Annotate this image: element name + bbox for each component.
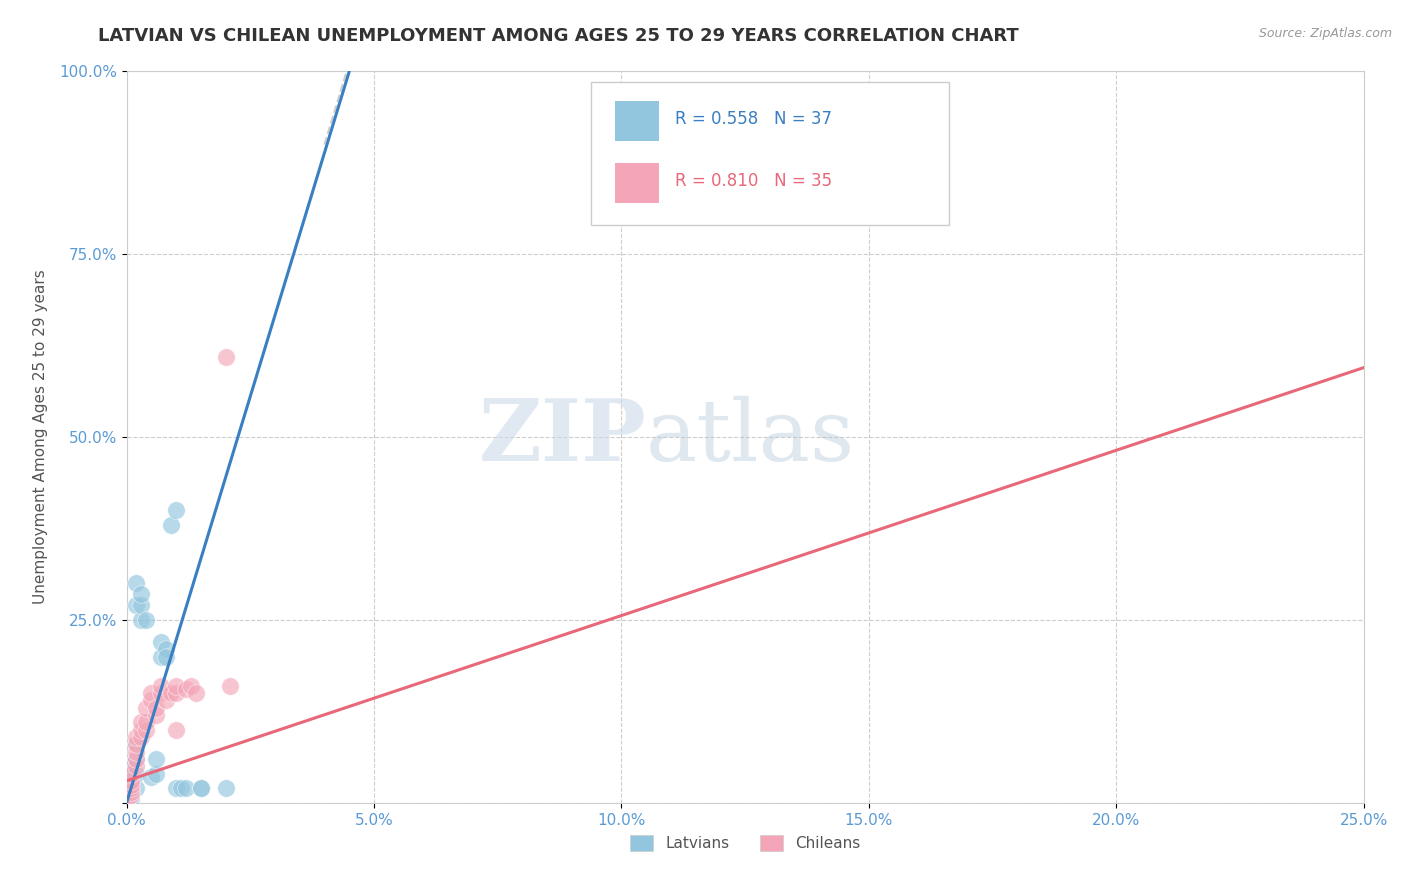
Point (150, 649, 173, 664)
Point (115, 789, 138, 803)
Point (155, 693, 177, 707)
Point (141, 686, 163, 700)
Point (121, 759, 143, 773)
Point (135, 700, 157, 714)
Point (121, 773, 143, 788)
Point (125, 737, 148, 751)
Point (135, 723, 157, 737)
Point (135, 613, 157, 627)
Point (145, 752, 167, 766)
Point (121, 789, 143, 803)
Point (150, 679, 173, 693)
Point (165, 781, 187, 796)
Point (115, 792, 138, 806)
Point (141, 770, 163, 784)
Text: R = 0.558   N = 37: R = 0.558 N = 37 (675, 110, 832, 128)
Text: LATVIAN VS CHILEAN UNEMPLOYMENT AMONG AGES 25 TO 29 YEARS CORRELATION CHART: LATVIAN VS CHILEAN UNEMPLOYMENT AMONG AG… (98, 27, 1019, 45)
Point (125, 576, 148, 591)
Text: R = 0.810   N = 35: R = 0.810 N = 35 (675, 172, 832, 190)
Point (165, 686, 187, 700)
Point (121, 778, 143, 792)
Point (165, 723, 187, 737)
Point (145, 700, 167, 714)
Point (121, 781, 143, 796)
Point (131, 613, 153, 627)
Y-axis label: Unemployment Among Ages 25 to 29 years: Unemployment Among Ages 25 to 29 years (32, 269, 48, 605)
Point (214, 781, 236, 796)
Point (214, 350, 236, 364)
Point (131, 730, 153, 744)
Point (131, 723, 153, 737)
Point (125, 737, 148, 751)
Point (155, 642, 177, 657)
Point (121, 778, 143, 792)
Point (135, 715, 157, 730)
Text: Source: ZipAtlas.com: Source: ZipAtlas.com (1258, 27, 1392, 40)
Point (174, 682, 197, 697)
Point (131, 715, 153, 730)
Point (125, 766, 148, 780)
Point (155, 649, 177, 664)
Point (121, 789, 143, 803)
Point (121, 766, 143, 780)
Point (141, 693, 163, 707)
Point (115, 789, 138, 804)
Point (125, 599, 148, 613)
Point (150, 686, 173, 700)
Point (125, 745, 148, 759)
Point (174, 781, 197, 796)
Point (184, 686, 207, 700)
Point (131, 599, 153, 613)
Point (125, 730, 148, 744)
Point (121, 785, 143, 799)
Text: atlas: atlas (647, 395, 855, 479)
Point (121, 781, 143, 796)
Point (125, 781, 148, 796)
Point (131, 587, 153, 601)
Point (180, 679, 202, 693)
Point (121, 785, 143, 799)
FancyBboxPatch shape (591, 82, 949, 225)
FancyBboxPatch shape (616, 163, 658, 203)
Legend: Latvians, Chileans: Latvians, Chileans (624, 830, 866, 857)
Point (150, 635, 173, 649)
Point (115, 787, 138, 801)
Point (160, 686, 183, 700)
Point (145, 708, 167, 723)
Text: ZIP: ZIP (478, 395, 647, 479)
Point (125, 759, 148, 773)
Point (121, 792, 143, 806)
Point (170, 781, 193, 796)
Point (165, 679, 187, 693)
Point (219, 679, 242, 693)
Point (165, 503, 187, 517)
Point (160, 517, 183, 532)
Point (121, 766, 143, 780)
Point (145, 766, 167, 780)
Point (121, 773, 143, 788)
Point (190, 781, 212, 796)
FancyBboxPatch shape (616, 101, 658, 141)
Point (190, 781, 212, 796)
Point (125, 752, 148, 766)
Point (115, 792, 138, 806)
Point (125, 752, 148, 766)
Point (115, 789, 138, 803)
